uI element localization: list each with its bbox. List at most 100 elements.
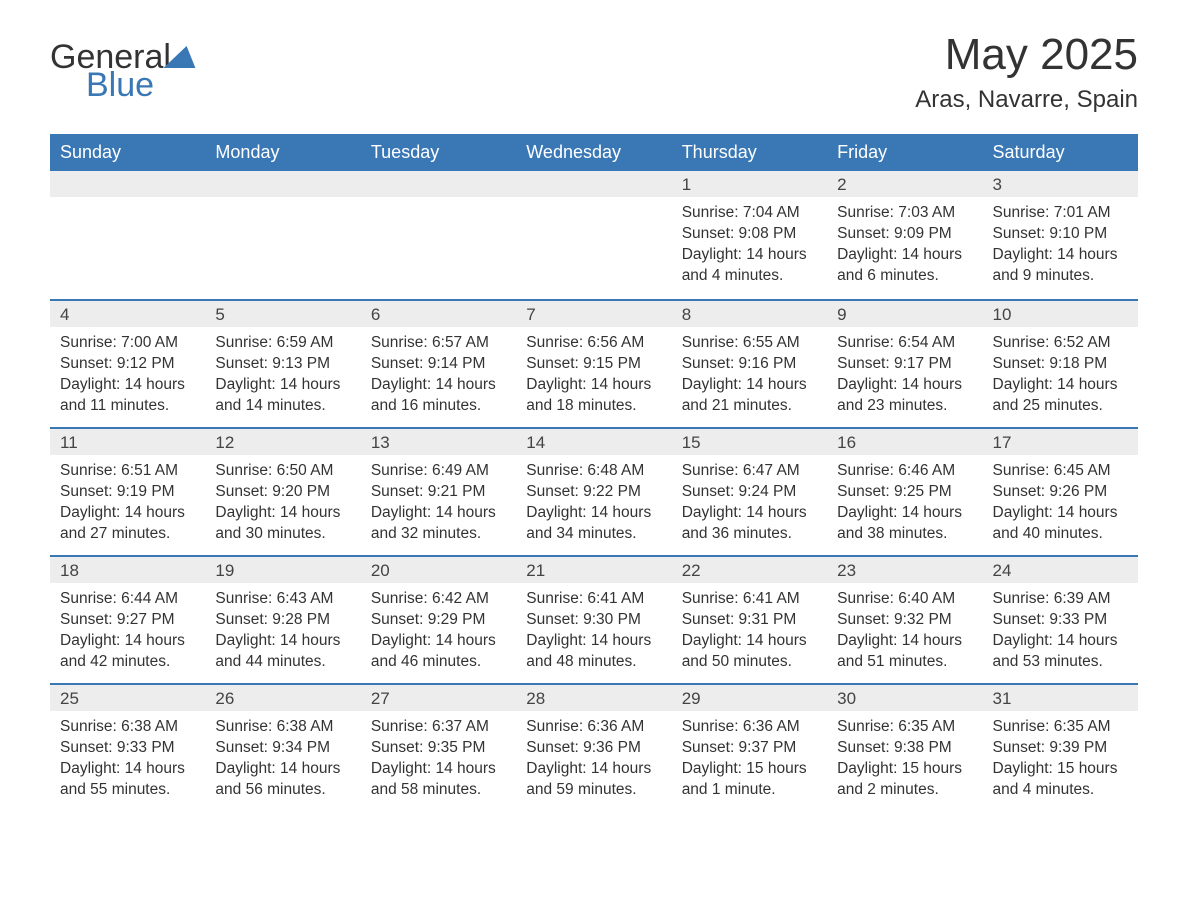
day-number: 26	[205, 683, 360, 711]
calendar-cell: 31Sunrise: 6:35 AMSunset: 9:39 PMDayligh…	[983, 683, 1138, 811]
day-sunrise: Sunrise: 6:36 AM	[682, 717, 817, 738]
day-number: 2	[827, 171, 982, 197]
day-dl2: and 4 minutes.	[993, 780, 1128, 801]
day-dl1: Daylight: 14 hours	[60, 375, 195, 396]
day-sunset: Sunset: 9:38 PM	[837, 738, 972, 759]
day-dl2: and 34 minutes.	[526, 524, 661, 545]
day-content: Sunrise: 6:35 AMSunset: 9:39 PMDaylight:…	[983, 711, 1138, 811]
day-sunset: Sunset: 9:22 PM	[526, 482, 661, 503]
day-sunrise: Sunrise: 6:50 AM	[215, 461, 350, 482]
day-dl2: and 16 minutes.	[371, 396, 506, 417]
day-sunset: Sunset: 9:28 PM	[215, 610, 350, 631]
day-number: 13	[361, 427, 516, 455]
calendar-cell: 13Sunrise: 6:49 AMSunset: 9:21 PMDayligh…	[361, 427, 516, 555]
day-number: 30	[827, 683, 982, 711]
day-dl2: and 44 minutes.	[215, 652, 350, 673]
day-content: Sunrise: 6:35 AMSunset: 9:38 PMDaylight:…	[827, 711, 982, 811]
day-number: 19	[205, 555, 360, 583]
day-content: Sunrise: 6:47 AMSunset: 9:24 PMDaylight:…	[672, 455, 827, 555]
day-sunrise: Sunrise: 6:38 AM	[60, 717, 195, 738]
weekday-header: Tuesday	[361, 134, 516, 171]
day-number: 10	[983, 299, 1138, 327]
day-content: Sunrise: 6:41 AMSunset: 9:31 PMDaylight:…	[672, 583, 827, 683]
day-dl1: Daylight: 15 hours	[682, 759, 817, 780]
day-content: Sunrise: 6:40 AMSunset: 9:32 PMDaylight:…	[827, 583, 982, 683]
calendar-cell: 6Sunrise: 6:57 AMSunset: 9:14 PMDaylight…	[361, 299, 516, 427]
day-dl2: and 11 minutes.	[60, 396, 195, 417]
day-dl2: and 21 minutes.	[682, 396, 817, 417]
day-content: Sunrise: 6:46 AMSunset: 9:25 PMDaylight:…	[827, 455, 982, 555]
day-number: 18	[50, 555, 205, 583]
day-dl2: and 53 minutes.	[993, 652, 1128, 673]
day-dl2: and 25 minutes.	[993, 396, 1128, 417]
day-dl2: and 51 minutes.	[837, 652, 972, 673]
calendar-cell: 2Sunrise: 7:03 AMSunset: 9:09 PMDaylight…	[827, 171, 982, 299]
calendar-cell: 28Sunrise: 6:36 AMSunset: 9:36 PMDayligh…	[516, 683, 671, 811]
day-dl1: Daylight: 14 hours	[215, 631, 350, 652]
day-content: Sunrise: 6:54 AMSunset: 9:17 PMDaylight:…	[827, 327, 982, 427]
calendar-cell	[516, 171, 671, 299]
day-sunrise: Sunrise: 7:01 AM	[993, 203, 1128, 224]
day-number: 12	[205, 427, 360, 455]
calendar-cell: 26Sunrise: 6:38 AMSunset: 9:34 PMDayligh…	[205, 683, 360, 811]
day-sunset: Sunset: 9:09 PM	[837, 224, 972, 245]
page-title: May 2025	[915, 30, 1138, 80]
day-sunrise: Sunrise: 7:04 AM	[682, 203, 817, 224]
day-sunset: Sunset: 9:14 PM	[371, 354, 506, 375]
day-sunrise: Sunrise: 6:36 AM	[526, 717, 661, 738]
day-dl2: and 23 minutes.	[837, 396, 972, 417]
calendar-week-row: 1Sunrise: 7:04 AMSunset: 9:08 PMDaylight…	[50, 171, 1138, 299]
day-number	[516, 171, 671, 197]
day-dl2: and 59 minutes.	[526, 780, 661, 801]
day-sunset: Sunset: 9:15 PM	[526, 354, 661, 375]
day-number: 28	[516, 683, 671, 711]
calendar-cell: 22Sunrise: 6:41 AMSunset: 9:31 PMDayligh…	[672, 555, 827, 683]
day-number: 7	[516, 299, 671, 327]
day-dl2: and 14 minutes.	[215, 396, 350, 417]
logo-text-blue: Blue	[86, 68, 199, 102]
day-sunset: Sunset: 9:18 PM	[993, 354, 1128, 375]
day-content: Sunrise: 6:36 AMSunset: 9:36 PMDaylight:…	[516, 711, 671, 811]
day-dl2: and 32 minutes.	[371, 524, 506, 545]
day-number	[50, 171, 205, 197]
day-content: Sunrise: 6:50 AMSunset: 9:20 PMDaylight:…	[205, 455, 360, 555]
day-content: Sunrise: 7:03 AMSunset: 9:09 PMDaylight:…	[827, 197, 982, 297]
day-sunrise: Sunrise: 6:38 AM	[215, 717, 350, 738]
calendar-cell: 16Sunrise: 6:46 AMSunset: 9:25 PMDayligh…	[827, 427, 982, 555]
day-dl2: and 2 minutes.	[837, 780, 972, 801]
day-sunset: Sunset: 9:13 PM	[215, 354, 350, 375]
calendar-cell: 9Sunrise: 6:54 AMSunset: 9:17 PMDaylight…	[827, 299, 982, 427]
day-sunrise: Sunrise: 6:47 AM	[682, 461, 817, 482]
day-content: Sunrise: 6:52 AMSunset: 9:18 PMDaylight:…	[983, 327, 1138, 427]
day-sunset: Sunset: 9:12 PM	[60, 354, 195, 375]
day-sunrise: Sunrise: 6:41 AM	[682, 589, 817, 610]
day-number: 24	[983, 555, 1138, 583]
day-number: 25	[50, 683, 205, 711]
day-dl1: Daylight: 15 hours	[837, 759, 972, 780]
day-sunrise: Sunrise: 6:39 AM	[993, 589, 1128, 610]
weekday-header: Wednesday	[516, 134, 671, 171]
calendar-cell: 20Sunrise: 6:42 AMSunset: 9:29 PMDayligh…	[361, 555, 516, 683]
calendar-cell: 30Sunrise: 6:35 AMSunset: 9:38 PMDayligh…	[827, 683, 982, 811]
day-sunset: Sunset: 9:31 PM	[682, 610, 817, 631]
day-content: Sunrise: 6:45 AMSunset: 9:26 PMDaylight:…	[983, 455, 1138, 555]
day-sunrise: Sunrise: 6:46 AM	[837, 461, 972, 482]
day-sunrise: Sunrise: 7:00 AM	[60, 333, 195, 354]
day-dl1: Daylight: 14 hours	[837, 631, 972, 652]
day-dl1: Daylight: 14 hours	[682, 375, 817, 396]
day-dl2: and 42 minutes.	[60, 652, 195, 673]
day-dl2: and 38 minutes.	[837, 524, 972, 545]
day-dl1: Daylight: 14 hours	[837, 375, 972, 396]
day-number: 21	[516, 555, 671, 583]
calendar-cell	[361, 171, 516, 299]
calendar-cell: 14Sunrise: 6:48 AMSunset: 9:22 PMDayligh…	[516, 427, 671, 555]
day-number: 11	[50, 427, 205, 455]
calendar-cell: 5Sunrise: 6:59 AMSunset: 9:13 PMDaylight…	[205, 299, 360, 427]
day-dl2: and 58 minutes.	[371, 780, 506, 801]
day-content: Sunrise: 6:39 AMSunset: 9:33 PMDaylight:…	[983, 583, 1138, 683]
day-sunset: Sunset: 9:10 PM	[993, 224, 1128, 245]
day-sunset: Sunset: 9:32 PM	[837, 610, 972, 631]
calendar-cell: 23Sunrise: 6:40 AMSunset: 9:32 PMDayligh…	[827, 555, 982, 683]
day-sunset: Sunset: 9:08 PM	[682, 224, 817, 245]
day-sunrise: Sunrise: 6:44 AM	[60, 589, 195, 610]
